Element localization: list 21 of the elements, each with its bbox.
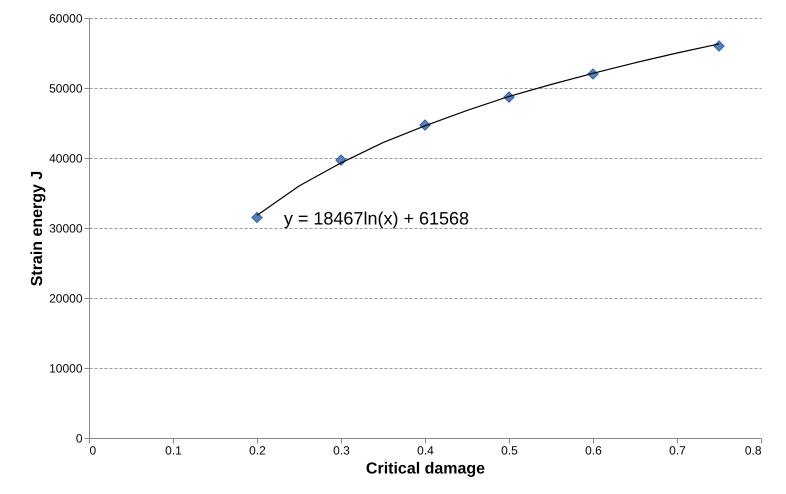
y-tick-label: 60000 xyxy=(49,12,83,26)
x-axis-title: Critical damage xyxy=(366,460,486,478)
y-tick-label: 40000 xyxy=(49,152,83,166)
y-tick-label: 0 xyxy=(76,432,83,446)
x-tick-label: 0.1 xyxy=(165,444,182,458)
y-axis-title: Strain energy J xyxy=(29,170,46,286)
annotation: y = 18467ln(x) + 61568 xyxy=(284,208,470,229)
x-tick-label: 0.3 xyxy=(333,444,350,458)
y-tick-label: 30000 xyxy=(49,222,83,236)
y-tick-label: 10000 xyxy=(49,362,83,376)
x-tick-label: 0.6 xyxy=(585,444,602,458)
x-tick-label: 0.2 xyxy=(249,444,266,458)
y-tick-label: 50000 xyxy=(49,82,83,96)
point xyxy=(251,212,263,224)
x-tick-label: 0.7 xyxy=(669,444,686,458)
x-tick-label: 0 xyxy=(90,444,96,458)
x-tick-label: 0.8 xyxy=(744,444,762,458)
y-tick-label: 20000 xyxy=(49,292,83,306)
x-tick-label: 0.4 xyxy=(417,444,434,458)
x-tick-label: 0.5 xyxy=(501,444,518,458)
point xyxy=(713,40,725,52)
